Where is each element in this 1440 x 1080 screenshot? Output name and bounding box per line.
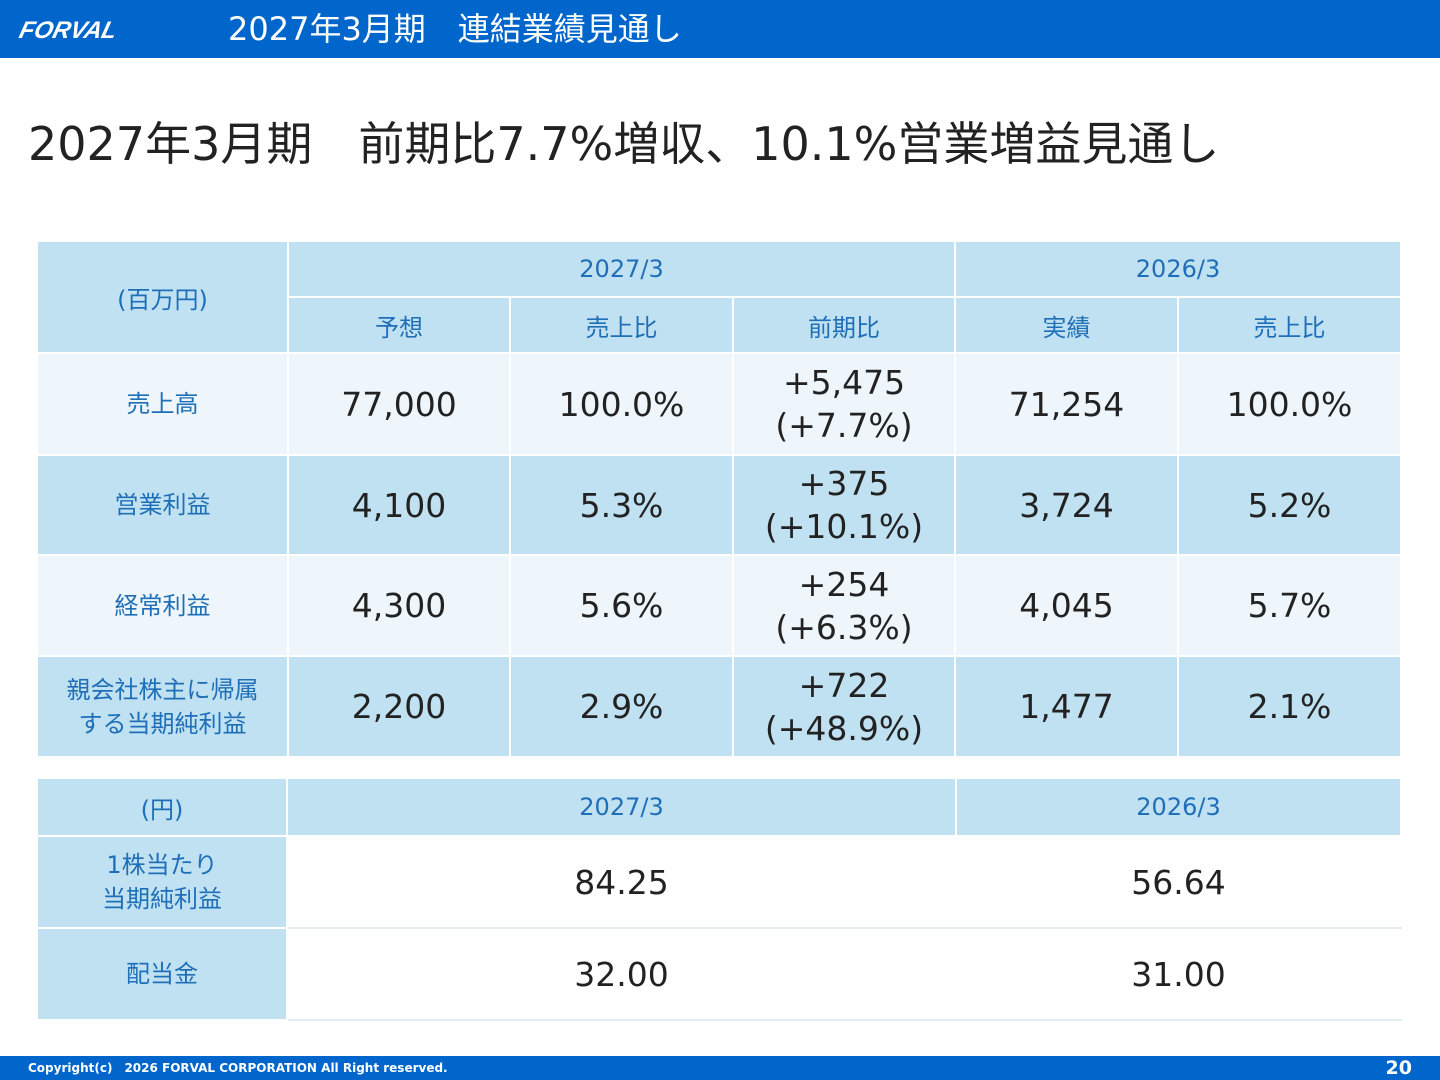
row-label-line: 1株当たり: [106, 851, 218, 879]
actual-ratio-value: 2.1%: [1177, 655, 1402, 758]
yoy-percent: (+10.1%): [764, 507, 924, 546]
row-label-line: 当期純利益: [102, 885, 222, 913]
forval-logo: FORVAL: [17, 17, 120, 44]
forecast-value: 4,300: [287, 554, 511, 657]
table-row: 1株当たり当期純利益 84.25 56.64: [36, 835, 1402, 929]
page-number: 20: [1385, 1057, 1412, 1079]
actual-value: 31.00: [955, 927, 1402, 1021]
forecast-ratio-value: 100.0%: [509, 352, 734, 456]
forecast-value: 84.25: [286, 835, 957, 929]
column-header-actual: 実績: [954, 296, 1179, 354]
top-banner: FORVAL 2027年3月期 連結業績見通し: [0, 0, 1440, 58]
row-label: 1株当たり当期純利益: [36, 835, 288, 929]
table-row: 経常利益 4,300 5.6% +254 (+6.3%) 4,045 5.7%: [36, 554, 1402, 657]
yoy-percent: (+7.7%): [775, 406, 913, 445]
forecast-ratio-value: 5.3%: [509, 454, 734, 556]
row-label-line: 売上高: [126, 390, 199, 418]
forecast-value: 32.00: [286, 927, 957, 1021]
yoy-change: +254: [798, 564, 890, 604]
row-label-line: 営業利益: [114, 491, 211, 519]
unit-label: (百万円): [36, 240, 289, 354]
copyright-text: Copyright(c) 2026 FORVAL CORPORATION All…: [28, 1061, 448, 1075]
table-row: 営業利益 4,100 5.3% +375 (+10.1%) 3,724 5.2%: [36, 454, 1402, 556]
per-share-table: (円) 2027/3 2026/3 1株当たり当期純利益 84.25 56.64…: [36, 777, 1402, 1021]
period-forecast-header: 2027/3: [286, 777, 957, 837]
yoy-change: +722: [798, 665, 890, 705]
actual-value: 3,724: [954, 454, 1179, 556]
table-row: 売上高 77,000 100.0% +5,475 (+7.7%) 71,254 1…: [36, 352, 1402, 456]
period-actual-header: 2026/3: [955, 777, 1402, 837]
row-label: 売上高: [36, 352, 289, 456]
forecast-value: 2,200: [287, 655, 511, 758]
row-label: 配当金: [36, 927, 288, 1021]
yoy-percent: (+48.9%): [764, 708, 924, 748]
forecast-value: 4,100: [287, 454, 511, 556]
period-actual-header: 2026/3: [954, 240, 1402, 298]
forecast-value: 77,000: [287, 352, 511, 456]
row-label-line: 配当金: [126, 960, 198, 988]
row-label-line: 親会社株主に帰属: [66, 675, 259, 704]
footer-bar: Copyright(c) 2026 FORVAL CORPORATION All…: [0, 1056, 1440, 1080]
yoy-value: +5,475 (+7.7%): [732, 352, 956, 456]
column-header-forecast: 予想: [287, 296, 511, 354]
column-header-forecast-ratio: 売上比: [509, 296, 734, 354]
actual-value: 71,254: [954, 352, 1179, 456]
row-label-line: する当期純利益: [78, 709, 247, 738]
unit-label: (円): [36, 777, 288, 837]
column-header-yoy: 前期比: [732, 296, 956, 354]
yoy-value: +722 (+48.9%): [732, 655, 956, 758]
yoy-value: +254 (+6.3%): [732, 554, 956, 657]
actual-ratio-value: 5.7%: [1177, 554, 1402, 657]
page-headline: 2027年3月期 前期比7.7%増収、10.1%営業増益見通し: [28, 117, 1220, 171]
row-label: 経常利益: [36, 554, 289, 657]
row-label: 営業利益: [36, 454, 289, 556]
yoy-change: +5,475: [782, 363, 906, 402]
row-label: 親会社株主に帰属 する当期純利益: [36, 655, 289, 758]
section-title: 2027年3月期 連結業績見通し: [228, 10, 682, 48]
table-row: 配当金 32.00 31.00: [36, 927, 1402, 1021]
yoy-percent: (+6.3%): [775, 607, 913, 647]
actual-value: 56.64: [955, 835, 1402, 929]
period-forecast-header: 2027/3: [287, 240, 956, 298]
yoy-value: +375 (+10.1%): [732, 454, 956, 556]
actual-value: 4,045: [954, 554, 1179, 657]
yoy-change: +375: [798, 464, 890, 503]
svg-text:FORVAL: FORVAL: [17, 17, 120, 44]
table-row: 親会社株主に帰属 する当期純利益 2,200 2.9% +722 (+48.9%) …: [36, 655, 1402, 758]
forecast-ratio-value: 5.6%: [509, 554, 734, 657]
consolidated-earnings-table: (百万円) 2027/3 2026/3 予想 売上比 前期比 実績 売上比 売上…: [36, 240, 1402, 758]
actual-value: 1,477: [954, 655, 1179, 758]
actual-ratio-value: 5.2%: [1177, 454, 1402, 556]
forecast-ratio-value: 2.9%: [509, 655, 734, 758]
row-label-line: 経常利益: [114, 591, 211, 620]
actual-ratio-value: 100.0%: [1177, 352, 1402, 456]
column-header-actual-ratio: 売上比: [1177, 296, 1402, 354]
